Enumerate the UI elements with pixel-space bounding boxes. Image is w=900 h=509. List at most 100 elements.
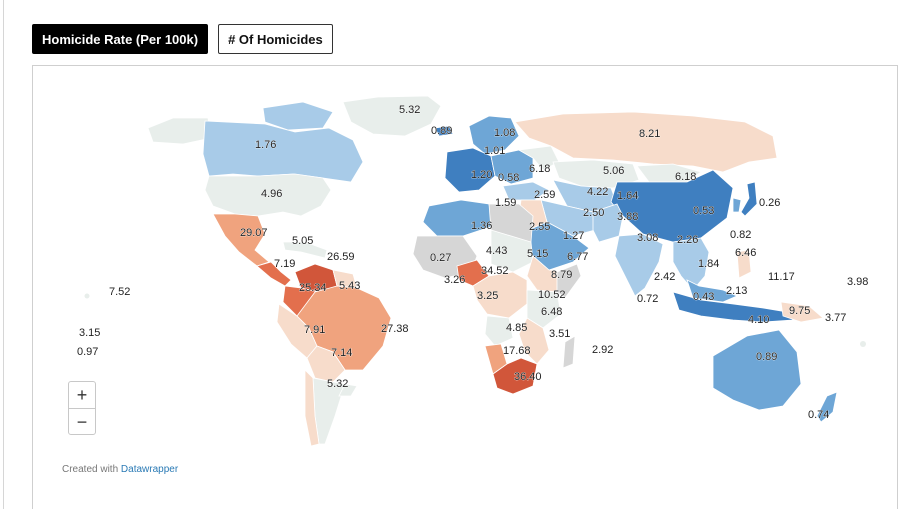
region-indonesia <box>672 291 794 323</box>
value-label: 3.51 <box>549 328 570 340</box>
tab-homicide-rate[interactable]: Homicide Rate (Per 100k) <box>32 24 209 54</box>
value-label: 6.18 <box>675 171 696 183</box>
value-label: 3.88 <box>617 211 638 223</box>
region-brazil <box>296 285 392 371</box>
value-label: 5.43 <box>339 280 360 292</box>
value-label: 34.52 <box>481 265 509 277</box>
value-label: 4.10 <box>748 314 769 326</box>
value-label: 1.36 <box>471 220 492 232</box>
value-label: 1.59 <box>495 197 516 209</box>
value-label: 1.01 <box>484 145 505 157</box>
value-label: 5.32 <box>327 378 348 390</box>
region-sudan <box>490 229 534 273</box>
zoom-out-button[interactable]: − <box>69 408 95 435</box>
tab-number-of-homicides[interactable]: # Of Homicides <box>218 24 333 54</box>
value-label: 27.38 <box>381 323 409 335</box>
region-angola <box>484 315 514 347</box>
region-india <box>614 233 664 297</box>
value-label: 0.26 <box>759 197 780 209</box>
value-label: 2.55 <box>529 221 550 233</box>
region-central-america <box>256 261 292 287</box>
value-label: 0.89 <box>431 125 452 137</box>
value-label: 3.15 <box>79 327 100 339</box>
value-label: 1.76 <box>255 139 276 151</box>
value-label: 9.75 <box>789 305 810 317</box>
region-mongolia <box>636 163 702 183</box>
value-label: 25.34 <box>299 282 327 294</box>
value-label: 2.50 <box>583 207 604 219</box>
value-label: 0.82 <box>730 229 751 241</box>
value-label: 0.58 <box>498 172 519 184</box>
value-label: 17.68 <box>503 345 531 357</box>
value-label: 4.85 <box>506 322 527 334</box>
value-label: 4.22 <box>587 186 608 198</box>
region-chile <box>304 369 320 447</box>
value-label: 7.91 <box>304 324 325 336</box>
value-label: 4.43 <box>486 245 507 257</box>
value-label: 6.77 <box>567 251 588 263</box>
value-label: 0.43 <box>693 291 714 303</box>
region-greenland <box>342 95 442 137</box>
region-scandinavia <box>468 115 520 155</box>
value-label: 1.08 <box>494 127 515 139</box>
region-canada <box>202 120 364 183</box>
value-label: 7.14 <box>331 347 352 359</box>
value-label: 6.46 <box>735 247 756 259</box>
region-uruguay <box>338 383 358 397</box>
region-alaska <box>147 117 212 145</box>
value-label: 5.32 <box>399 104 420 116</box>
region-western-europe <box>444 147 496 193</box>
marker-hawaii <box>84 293 90 299</box>
metric-tabs: Homicide Rate (Per 100k) # Of Homicides <box>32 24 333 54</box>
region-arctic-islands <box>262 101 334 131</box>
region-malaysia <box>686 279 739 303</box>
zoom-control: + − <box>68 381 96 435</box>
value-label: 8.21 <box>639 128 660 140</box>
value-label: 29.07 <box>240 227 268 239</box>
value-label: 8.79 <box>551 269 572 281</box>
value-label: 10.52 <box>538 289 566 301</box>
value-label: 7.52 <box>109 286 130 298</box>
value-label: 0.27 <box>430 252 451 264</box>
map-panel: 5.32 0.89 1.08 8.21 1.76 1.01 1.20 0.58 6.18 5.06… <box>32 65 898 509</box>
value-label: 5.15 <box>527 248 548 260</box>
datawrapper-link[interactable]: Datawrapper <box>120 464 179 475</box>
value-label: 2.59 <box>534 189 555 201</box>
value-label: 3.98 <box>847 276 868 288</box>
value-label: 0.53 <box>693 205 714 217</box>
region-south-africa <box>492 357 538 395</box>
zoom-in-button[interactable]: + <box>76 384 88 405</box>
value-label: 0.74 <box>808 409 829 421</box>
value-label: 26.59 <box>327 251 355 263</box>
region-japan <box>740 181 758 217</box>
region-ukraine <box>517 145 560 171</box>
region-australia <box>712 329 802 411</box>
attribution-prefix: Created with <box>62 464 119 475</box>
page-edge-rule <box>3 0 4 509</box>
value-label: 2.26 <box>677 234 698 246</box>
region-madagascar <box>562 335 576 369</box>
value-label: 5.05 <box>292 235 313 247</box>
region-east-africa <box>526 289 562 329</box>
region-horn <box>556 263 582 299</box>
region-korea <box>732 197 742 213</box>
value-label: 7.19 <box>274 258 295 270</box>
value-label: 1.27 <box>563 230 584 242</box>
value-label: 3.77 <box>825 312 846 324</box>
value-label: 2.42 <box>654 271 675 283</box>
value-label: 4.96 <box>261 188 282 200</box>
world-map[interactable]: 5.32 0.89 1.08 8.21 1.76 1.01 1.20 0.58 6.18 5.06… <box>33 66 898 509</box>
region-caribbean <box>282 241 328 259</box>
value-label: 36.40 <box>514 371 542 383</box>
region-iceland <box>434 125 454 137</box>
value-label: 0.97 <box>77 346 98 358</box>
value-label: 6.18 <box>529 163 550 175</box>
marker-pacific-island <box>860 341 866 347</box>
value-label: 2.13 <box>726 285 747 297</box>
value-label: 11.17 <box>768 271 795 283</box>
region-russia <box>514 111 778 173</box>
value-label: 1.84 <box>698 258 719 270</box>
value-label: 1.20 <box>471 169 492 181</box>
attribution: Created with Datawrapper <box>62 464 178 475</box>
region-png <box>780 301 824 323</box>
